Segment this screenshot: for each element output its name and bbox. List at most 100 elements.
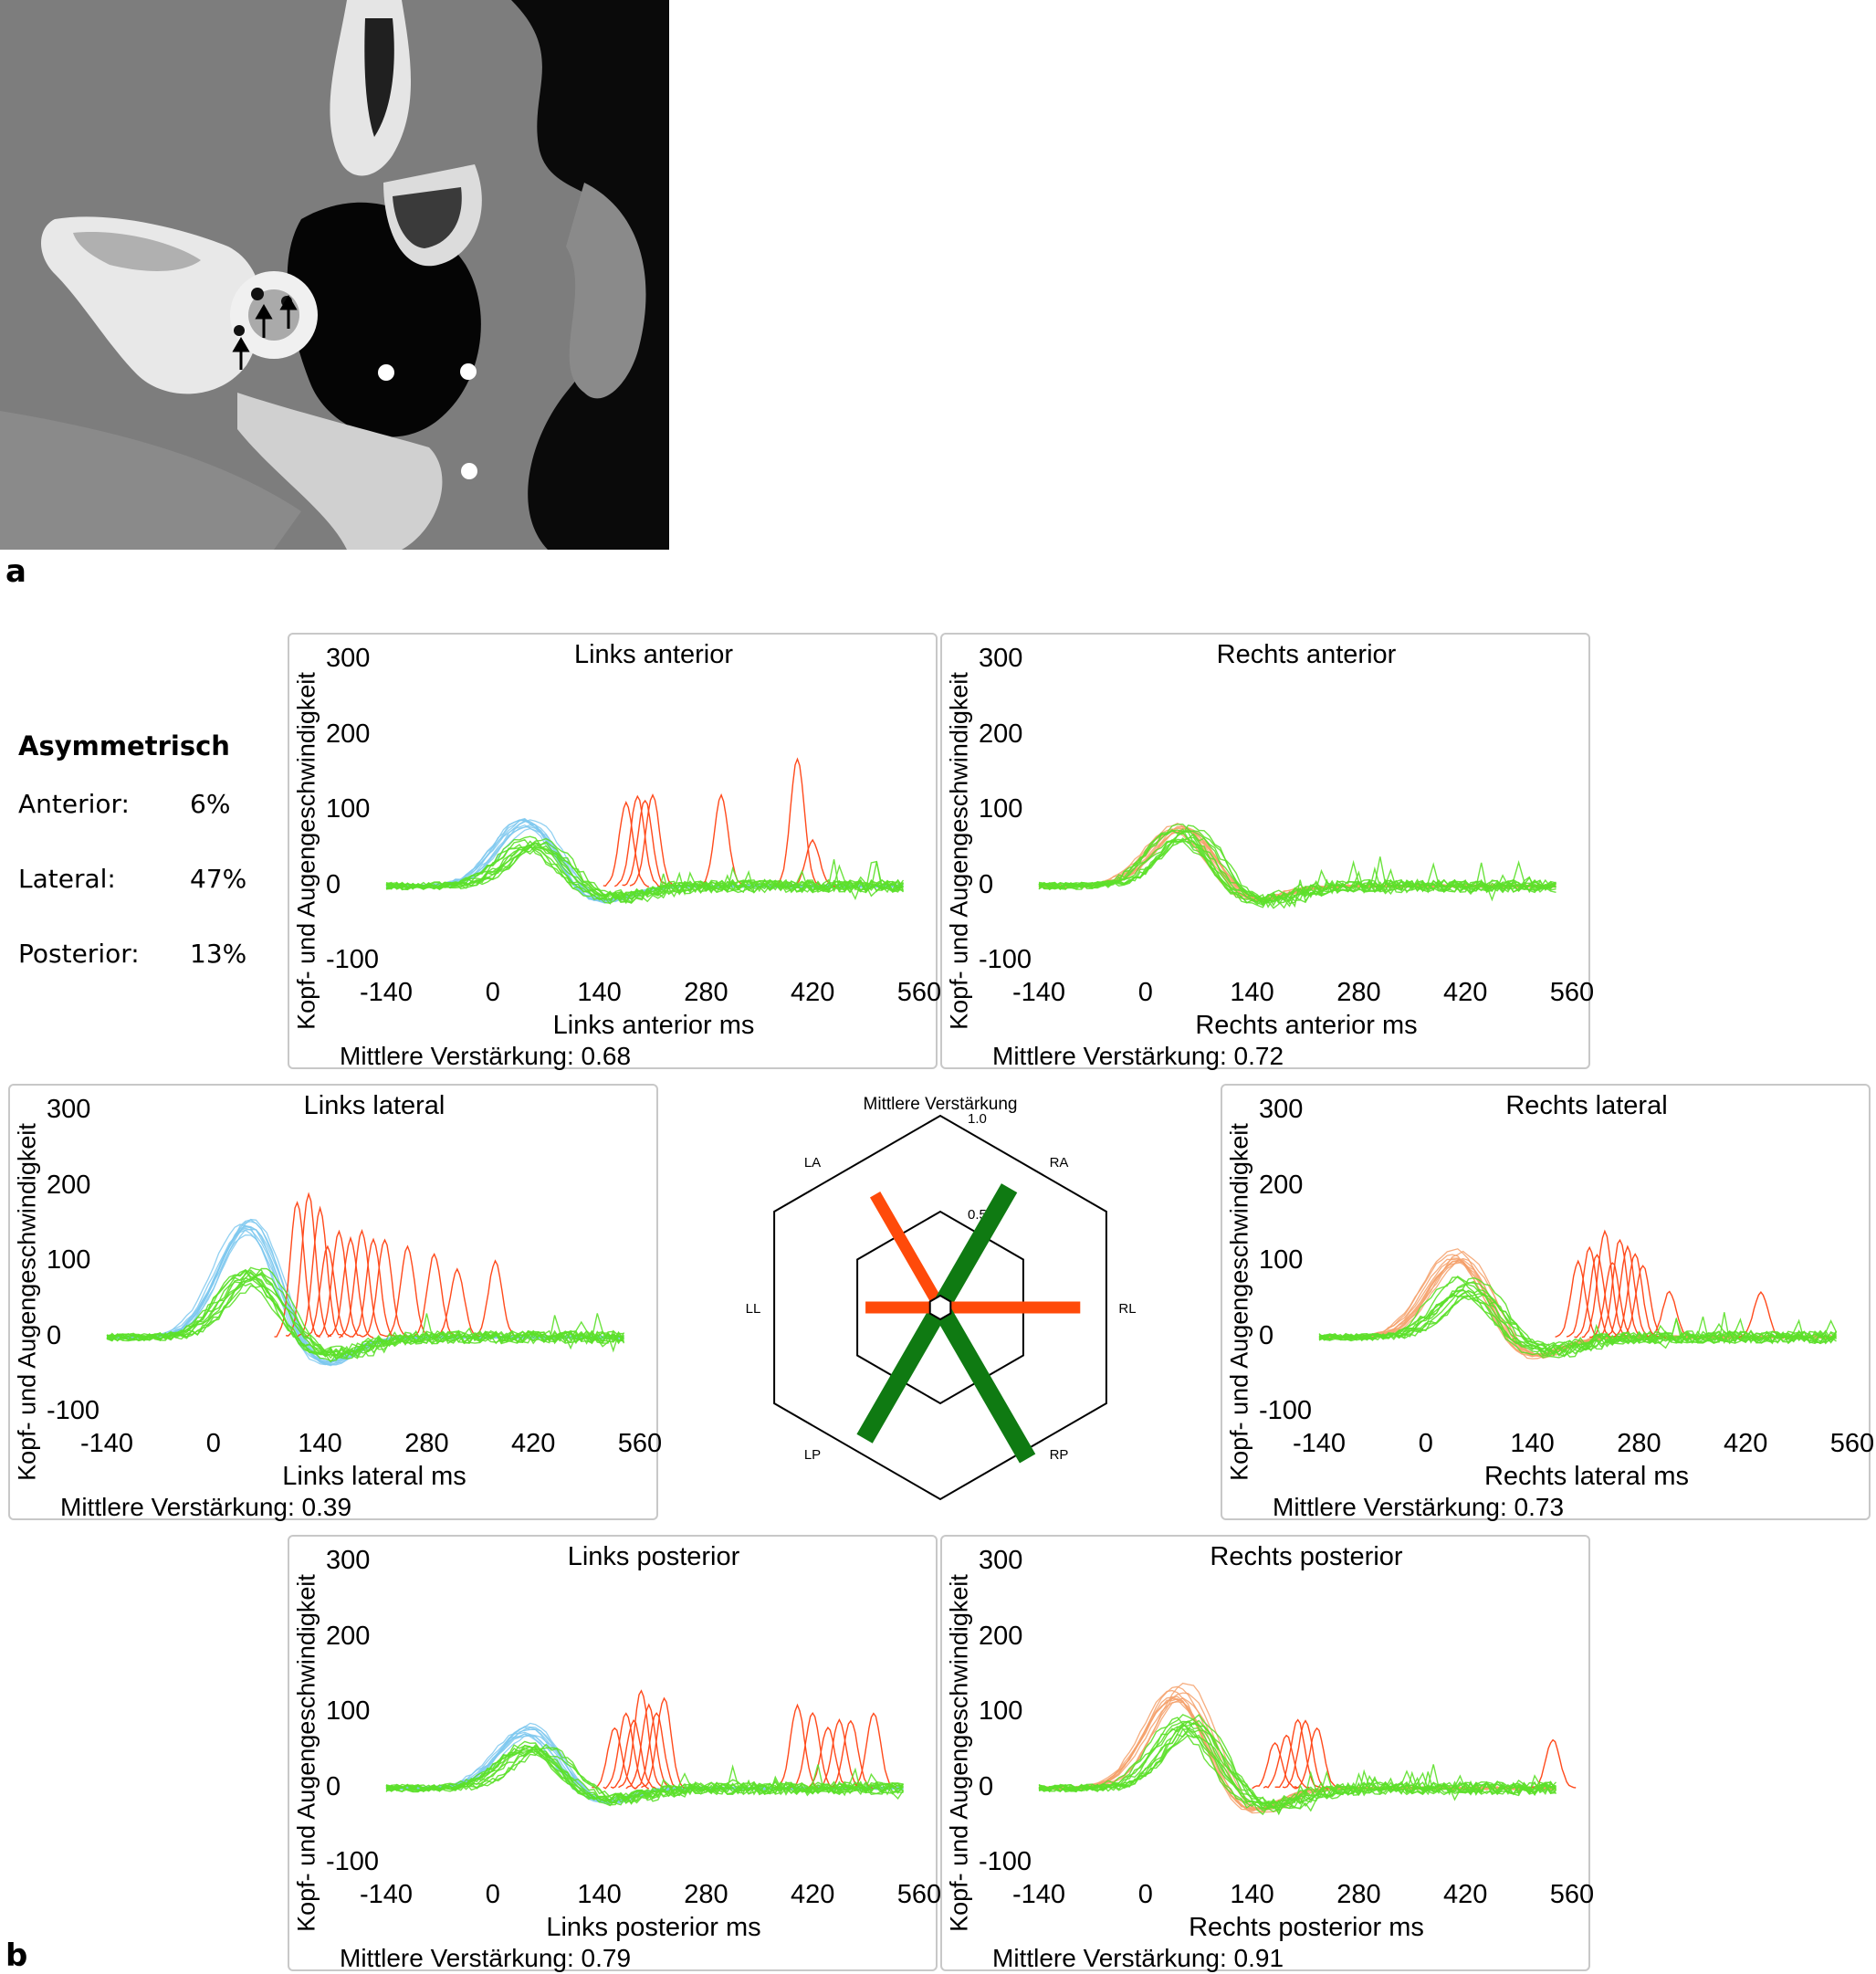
radar-ring-label: 1.0 [968, 1111, 987, 1127]
y-tick-label: 300 [979, 644, 1023, 673]
x-tick-label: -140 [1011, 1880, 1066, 1909]
y-tick-label: 0 [979, 869, 994, 899]
y-axis-label-text: Kopf- und Augengeschwindigkeit [945, 672, 973, 1030]
chart-panel-rechts-anterior: Kopf- und Augengeschwindigkeit Rechts ant… [940, 633, 1594, 1070]
y-tick-label: 100 [326, 1696, 371, 1726]
eye-velocity-trace [1318, 1275, 1837, 1355]
saccade-trace [350, 1237, 397, 1338]
saccade-trace [634, 1712, 680, 1790]
chart-title: Rechts lateral [1505, 1091, 1668, 1120]
radar-bar-ra [932, 1183, 1018, 1313]
gain-label: Mittlere Verstärkung: 0.73 [1273, 1493, 1565, 1521]
x-tick-label: 140 [1230, 1880, 1274, 1909]
y-axis-label: Kopf- und Augengeschwindigkeit [946, 635, 973, 1067]
y-tick-label: 300 [979, 1546, 1023, 1575]
radar-bar-la [869, 1192, 946, 1311]
eye-velocity-trace [1038, 1714, 1556, 1815]
x-axis-label: Rechts anterior ms [1195, 1011, 1418, 1040]
x-tick-label: 280 [1336, 1880, 1381, 1909]
asymmetry-value: 6% [190, 789, 231, 819]
trace-plot [1038, 822, 1557, 909]
saccade-trace [592, 1727, 638, 1790]
x-tick-label: 140 [1510, 1429, 1555, 1458]
y-tick-label: -100 [979, 945, 1032, 974]
y-tick-label: 100 [979, 1696, 1023, 1726]
asymmetry-label: Posterior: [18, 939, 140, 969]
radar-center [928, 1294, 952, 1321]
y-tick-label: -100 [326, 1847, 380, 1876]
asymmetry-label: Lateral: [18, 864, 116, 894]
x-tick-label: 420 [790, 978, 835, 1007]
eye-velocity-trace [1038, 829, 1556, 906]
saccade-trace [472, 1259, 519, 1338]
saccade-trace [1555, 1259, 1602, 1339]
eye-velocity-trace [106, 1267, 624, 1360]
saccade-trace [1612, 1253, 1659, 1338]
x-tick-label: 140 [1230, 978, 1274, 1007]
y-tick-label: 300 [326, 1546, 371, 1575]
x-axis-label: Links lateral ms [282, 1462, 466, 1491]
y-tick-label: 200 [979, 719, 1023, 749]
ct-scan-drawing [0, 0, 669, 550]
radar-axis-label: RL [1118, 1301, 1136, 1317]
y-tick-label: 0 [326, 869, 341, 899]
x-tick-label: 280 [404, 1429, 449, 1458]
x-tick-label: 420 [1442, 1880, 1488, 1909]
x-tick-label: 560 [896, 978, 942, 1007]
chart-title: Links anterior [573, 640, 734, 669]
trace-plot [1318, 1229, 1838, 1360]
y-axis-label-text: Kopf- und Augengeschwindigkeit [13, 1123, 41, 1481]
saccade-trace [411, 1253, 457, 1338]
y-tick-label: 100 [979, 794, 1023, 824]
x-tick-label: 280 [1617, 1429, 1661, 1458]
chart-panel-links-lateral: Kopf- und Augengeschwindigkeit Links late… [8, 1084, 662, 1521]
saccade-trace [304, 1244, 351, 1338]
saccade-trace [1604, 1244, 1651, 1339]
trace-plot [385, 757, 905, 905]
x-tick-label: 560 [896, 1880, 942, 1909]
chart-panel-links-posterior: Kopf- und Augengeschwindigkeit Links post… [288, 1535, 941, 1972]
x-tick-label: -140 [79, 1429, 134, 1458]
trace-plot [106, 1192, 625, 1367]
x-tick-label: -140 [359, 978, 414, 1007]
chart-title: Rechts anterior [1216, 640, 1397, 669]
eye-velocity-trace [1038, 824, 1557, 908]
trace-plot [1038, 1682, 1577, 1816]
y-tick-label: 100 [47, 1245, 91, 1275]
gain-label: Mittlere Verstärkung: 0.91 [992, 1944, 1284, 1972]
x-tick-label: 280 [684, 1880, 728, 1909]
asymmetry-row-lateral: Lateral: 47% [18, 864, 265, 939]
y-axis-label-text: Kopf- und Augengeschwindigkeit [292, 1574, 320, 1932]
saccade-trace [774, 757, 821, 887]
x-tick-label: 560 [617, 1429, 663, 1458]
x-tick-label: 0 [485, 978, 500, 1007]
eye-velocity-trace [1038, 1717, 1557, 1812]
saccade-trace [816, 1718, 863, 1790]
x-tick-label: 420 [790, 1880, 835, 1909]
radar-axis-label: LP [804, 1447, 821, 1463]
figure-label-b: b [5, 1937, 28, 1974]
saccade-trace [1581, 1229, 1628, 1339]
saccade-trace [384, 1244, 432, 1339]
y-tick-label: 300 [47, 1095, 91, 1124]
saccade-trace [285, 1192, 332, 1338]
saccade-trace [789, 1712, 836, 1789]
radar-chart: Mittlere Verstärkung 1.0 0.5 LA RA RL RP LP LL [730, 1082, 1150, 1520]
y-axis-label: Kopf- und Augengeschwindigkeit [1226, 1086, 1253, 1518]
y-tick-label: 300 [1259, 1095, 1304, 1124]
y-tick-label: -100 [326, 945, 380, 974]
gain-label: Mittlere Verstärkung: 0.68 [340, 1042, 632, 1070]
saccade-trace [603, 801, 650, 887]
eye-velocity-trace [1038, 1714, 1557, 1816]
x-tick-label: -140 [359, 1880, 414, 1909]
radar-axis-label: RA [1050, 1155, 1069, 1171]
radar-ring [856, 1210, 1024, 1405]
y-tick-label: 0 [1259, 1320, 1274, 1350]
x-tick-label: 420 [1723, 1429, 1768, 1458]
head-velocity-trace [106, 1228, 624, 1363]
gain-label: Mittlere Verstärkung: 0.72 [992, 1042, 1284, 1070]
y-tick-label: 0 [979, 1771, 994, 1801]
radar-axis-label: LA [804, 1155, 821, 1171]
saccade-trace [316, 1229, 362, 1338]
